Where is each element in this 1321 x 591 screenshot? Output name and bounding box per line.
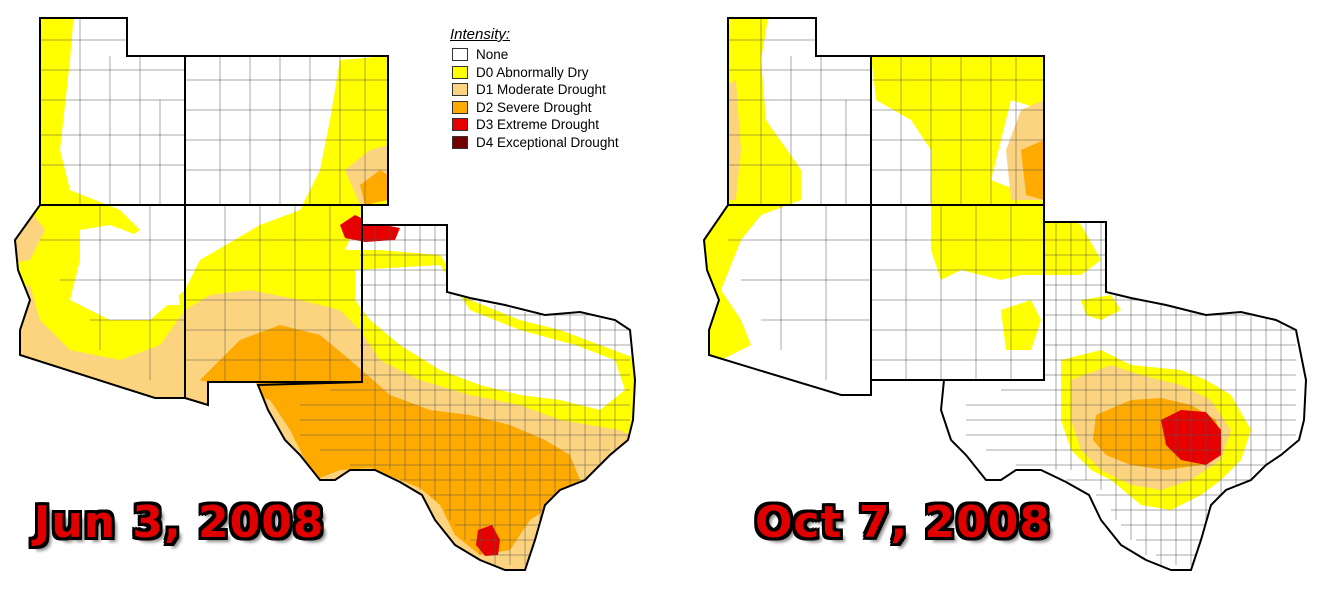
legend-label: D3 Extreme Drought	[476, 117, 600, 133]
state-borders-left	[13, 17, 637, 571]
intensity-legend: Intensity: None D0 Abnormally Dry D1 Mod…	[450, 26, 619, 151]
drought-map-jun-2008	[0, 0, 660, 591]
legend-label: D1 Moderate Drought	[476, 82, 606, 98]
map-canvas-right	[702, 17, 1308, 571]
date-label-left: Jun 3, 2008	[34, 497, 325, 548]
legend-swatch-d3	[452, 118, 468, 132]
legend-item-d1: D1 Moderate Drought	[450, 81, 619, 99]
drought-map-oct-2008	[661, 0, 1321, 591]
legend-item-d0: D0 Abnormally Dry	[450, 64, 619, 82]
legend-item-d4: D4 Exceptional Drought	[450, 134, 619, 152]
legend-swatch-none	[452, 48, 468, 62]
legend-swatch-d1	[452, 83, 468, 97]
legend-item-d3: D3 Extreme Drought	[450, 116, 619, 134]
state-borders-right	[702, 17, 1308, 571]
legend-swatch-d2	[452, 100, 468, 114]
legend-label: D4 Exceptional Drought	[476, 134, 619, 150]
legend-label: None	[476, 47, 509, 63]
map-canvas-left	[13, 17, 637, 571]
legend-label: D2 Severe Drought	[476, 99, 592, 115]
date-label-right: Oct 7, 2008	[755, 497, 1051, 548]
legend-title: Intensity:	[450, 26, 511, 43]
legend-swatch-d0	[452, 65, 468, 79]
legend-label: D0 Abnormally Dry	[476, 64, 589, 80]
legend-swatch-d4	[452, 135, 468, 149]
legend-item-d2: D2 Severe Drought	[450, 99, 619, 117]
legend-item-none: None	[450, 46, 619, 64]
